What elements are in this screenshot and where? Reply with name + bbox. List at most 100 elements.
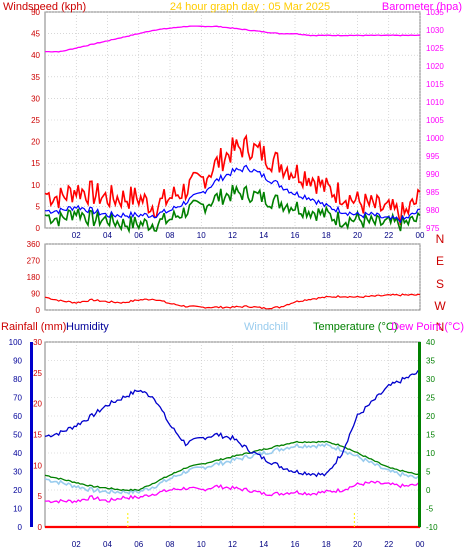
direction-tick-labels: 0 90 180 270 360 <box>27 240 41 315</box>
humidity-axis-bar <box>30 342 33 527</box>
temp-x-tick-label: 04 <box>103 540 112 549</box>
temperature-line <box>44 440 421 492</box>
barometer-tick-label: 1035 <box>426 8 444 17</box>
temperature-tick-label: 5 <box>426 468 431 477</box>
temperature-tick-label: 35 <box>426 357 435 366</box>
rain-tick-label: 0 <box>38 523 43 532</box>
temp-x-tick-label: 00 <box>416 540 425 549</box>
wind-x-tick-label: 06 <box>134 231 143 240</box>
humidity-tick-label: 10 <box>13 505 22 514</box>
windspeed-axis-title: Windspeed (kph) <box>3 1 86 13</box>
humidity-tick-label: 100 <box>9 338 23 347</box>
temperature-tick-label: 15 <box>426 431 435 440</box>
windspeed-tick-label: 5 <box>36 202 41 211</box>
barometer-tick-label: 1025 <box>426 44 444 53</box>
direction-grid <box>45 243 421 311</box>
dewpoint-axis-title: Dew Point (°C) <box>391 321 464 333</box>
wind-x-tick-label: 02 <box>72 231 81 240</box>
compass-label: S <box>436 277 444 291</box>
humidity-tick-label: 40 <box>13 449 22 458</box>
humidity-tick-label: 70 <box>13 394 22 403</box>
temperature-tick-label: 10 <box>426 449 435 458</box>
direction-series <box>44 293 421 310</box>
humidity-tick-label: 50 <box>13 431 22 440</box>
temperature-tick-label: 30 <box>426 375 435 384</box>
direction-tick-label: 90 <box>31 290 40 299</box>
direction-tick-label: 0 <box>36 306 41 315</box>
temperature-tick-label: -5 <box>426 505 434 514</box>
windchill-line <box>44 442 421 495</box>
temp-x-tick-label: 02 <box>72 540 81 549</box>
windchill-label: Windchill <box>244 321 288 333</box>
barometer-tick-label: 975 <box>426 224 440 233</box>
barometer-tick-label: 990 <box>426 170 440 179</box>
windspeed-tick-label: 50 <box>31 8 40 17</box>
gust-line <box>44 133 421 226</box>
rain-tick-labels: 0 5 10 15 20 25 30 <box>33 338 42 532</box>
average-line <box>44 164 420 224</box>
humidity-line <box>44 369 421 478</box>
windspeed-tick-label: 30 <box>31 94 40 103</box>
temp-x-tick-label: 12 <box>228 540 237 549</box>
temperature-tick-label: 40 <box>426 338 435 347</box>
compass-label: W <box>434 299 446 313</box>
direction-tick-label: 360 <box>27 240 41 249</box>
rainfall-axis-title: Rainfall (mm) <box>1 321 66 333</box>
wind-x-tick-label: 12 <box>228 231 237 240</box>
temperature-tick-label: 20 <box>426 412 435 421</box>
direction-tick-label: 180 <box>27 273 41 282</box>
direction-line <box>44 293 421 310</box>
barometer-tick-label: 1005 <box>426 116 444 125</box>
temperature-axis-title: Temperature (°C) <box>313 321 397 333</box>
rain-tick-label: 10 <box>33 461 42 470</box>
wind-series <box>44 25 421 234</box>
wind-x-tick-label: 18 <box>322 231 331 240</box>
humidity-tick-label: 30 <box>13 468 22 477</box>
wind-x-tick-label: 22 <box>384 231 393 240</box>
chart-title: 24 hour graph day : 05 Mar 2025 <box>170 1 330 13</box>
windspeed-tick-labels: 0 5 10 15 20 25 30 35 40 45 50 <box>31 8 40 233</box>
wind-x-tick-label: 10 <box>197 231 206 240</box>
temp-x-tick-label: 10 <box>197 540 206 549</box>
temperature-tick-label: 25 <box>426 394 435 403</box>
windspeed-tick-label: 0 <box>36 224 41 233</box>
temp-x-tick-label: 16 <box>291 540 300 549</box>
windspeed-tick-label: 45 <box>31 30 40 39</box>
humidity-tick-label: 90 <box>13 357 22 366</box>
windspeed-tick-label: 10 <box>31 181 40 190</box>
temp-x-tick-label: 22 <box>384 540 393 549</box>
temperature-tick-labels: -10 -5 0 5 10 15 20 25 30 35 40 <box>426 338 438 532</box>
dewpoint-line <box>45 480 421 504</box>
barometer-tick-label: 1000 <box>426 134 444 143</box>
humidity-tick-label: 20 <box>13 486 22 495</box>
humidity-tick-label: 0 <box>18 523 23 532</box>
wind-x-tick-label: 14 <box>259 231 268 240</box>
barometer-tick-label: 980 <box>426 206 440 215</box>
temp-x-tick-label: 18 <box>322 540 331 549</box>
temp-x-tick-label: 06 <box>134 540 143 549</box>
compass-label: E <box>436 254 444 268</box>
humidity-tick-label: 80 <box>13 375 22 384</box>
barometer-tick-label: 985 <box>426 188 440 197</box>
direction-tick-label: 270 <box>27 257 41 266</box>
temp-x-tick-label: 20 <box>353 540 362 549</box>
wind-x-tick-label: 16 <box>291 231 300 240</box>
temperature-axis-bar <box>418 342 421 527</box>
temp-x-tick-label: 08 <box>166 540 175 549</box>
windspeed-tick-label: 20 <box>31 138 40 147</box>
wind-x-tick-labels: 02 04 06 08 10 12 14 16 18 20 22 00 <box>72 231 425 240</box>
windspeed-tick-label: 35 <box>31 73 40 82</box>
humidity-axis-title: Humidity <box>66 321 109 333</box>
windspeed-tick-label: 15 <box>31 159 40 168</box>
temp-x-tick-label: 14 <box>259 540 268 549</box>
windspeed-tick-label: 25 <box>31 116 40 125</box>
rain-tick-label: 20 <box>33 400 42 409</box>
rain-tick-label: 25 <box>33 369 42 378</box>
barometer-tick-labels: 975 980 985 990 995 1000 1005 1010 1015 1020 1025 1… <box>426 8 444 233</box>
compass-label: N <box>436 320 445 334</box>
barometer-axis-title: Barometer (hpa) <box>382 1 462 13</box>
wind-x-tick-label: 04 <box>103 231 112 240</box>
